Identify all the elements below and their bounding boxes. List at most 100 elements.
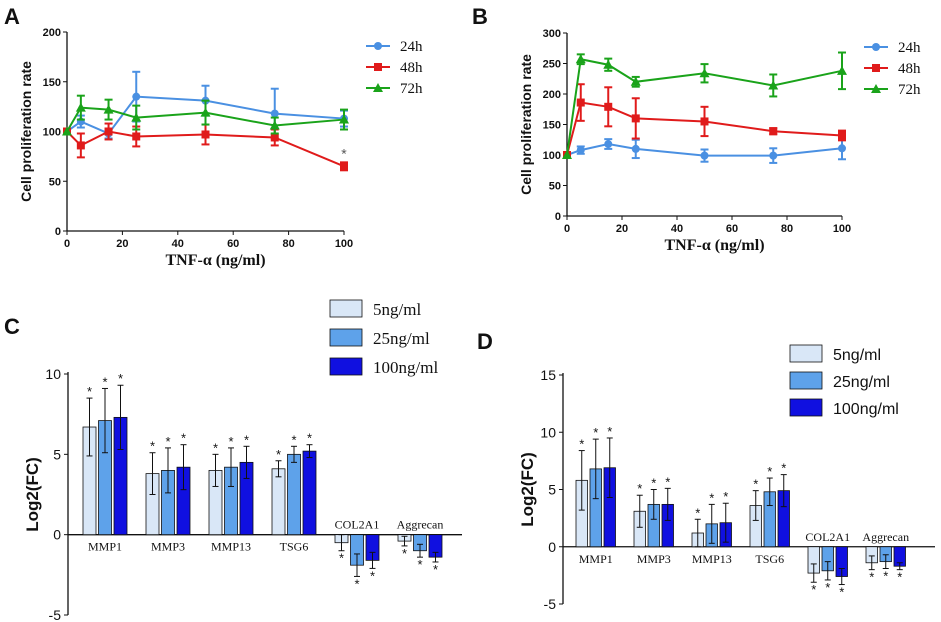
panel-letter-a: A <box>4 4 20 29</box>
x-tick-label: 80 <box>282 238 294 250</box>
y-tick-label: 100 <box>43 127 61 139</box>
legend-label: 24h <box>898 40 921 56</box>
y-tick-label: 250 <box>543 59 561 71</box>
legend-swatch <box>329 299 363 318</box>
y-tick-label: 0 <box>53 527 61 543</box>
y-tick-label: 150 <box>543 120 561 132</box>
significance-star: * <box>637 481 642 496</box>
legend-item-24h: 24h <box>366 39 423 55</box>
bar-5ng-ml <box>271 468 286 536</box>
y-tick-label: 0 <box>548 539 556 555</box>
y-tick-label: 0 <box>555 211 561 223</box>
y-axis-title: Log2(FC) <box>23 457 42 532</box>
y-tick-label: 50 <box>49 176 61 188</box>
legend-marker <box>374 63 382 71</box>
legend-item-100ng-ml: 100ng/ml <box>789 398 899 418</box>
significance-star: * <box>811 582 816 597</box>
bar-100ng-ml <box>302 450 317 536</box>
x-axis-title: TNF-α (ng/ml) <box>664 237 764 254</box>
category-label: MMP13 <box>692 552 732 566</box>
significance-star: * <box>433 562 438 577</box>
data-point <box>769 151 778 160</box>
y-tick-label: 5 <box>53 446 61 462</box>
y-tick-label: 300 <box>543 28 561 40</box>
legend-swatch <box>789 398 823 417</box>
y-tick-label: 5 <box>548 482 556 498</box>
data-point <box>576 98 585 107</box>
x-tick-label: 20 <box>116 238 128 250</box>
legend-marker <box>374 42 382 50</box>
significance-star: * <box>213 440 218 455</box>
legend-item-25ng-ml: 25ng/ml <box>329 328 430 348</box>
y-tick-label: 200 <box>43 27 61 39</box>
legend-marker <box>872 43 880 51</box>
y-axis-title: Cell proliferation rate <box>18 61 34 202</box>
legend-label: 24h <box>400 39 423 55</box>
significance-star: * <box>651 476 656 491</box>
legend-label: 72h <box>400 81 423 97</box>
significance-star: * <box>665 474 670 489</box>
y-tick-label: 10 <box>45 366 61 382</box>
significance-star: * <box>276 447 281 462</box>
data-point <box>700 117 709 126</box>
data-point <box>604 140 613 149</box>
significance-star: * <box>87 384 92 399</box>
y-tick-label: 200 <box>543 89 561 101</box>
category-label: TSG6 <box>280 540 309 554</box>
data-point <box>631 114 640 123</box>
series-72h <box>62 94 349 136</box>
group-tsg6: * * * TSG6 <box>271 431 317 554</box>
category-label: MMP1 <box>579 552 613 566</box>
data-point <box>603 59 614 69</box>
group-mmp1: * * * MMP1 <box>575 424 616 566</box>
x-tick-label: 40 <box>172 238 184 250</box>
group-mmp3: * * * MMP3 <box>145 431 191 554</box>
y-tick-label: 10 <box>540 424 556 440</box>
legend-item-24h: 24h <box>864 40 921 56</box>
data-point <box>630 76 641 86</box>
data-point <box>700 151 709 160</box>
x-tick-label: 40 <box>671 223 683 235</box>
x-tick-label: 100 <box>833 223 851 235</box>
panel-letter-b: B <box>472 4 488 29</box>
legend-swatch <box>329 357 363 376</box>
significance-star: * <box>593 425 598 440</box>
significance-star: * <box>607 424 612 439</box>
x-tick-label: 20 <box>616 223 628 235</box>
data-point <box>699 68 710 78</box>
legend-item-5ng-ml: 5ng/ml <box>329 299 421 319</box>
significance-star: * <box>181 431 186 446</box>
data-point <box>270 133 279 142</box>
significance-star: * <box>579 437 584 452</box>
legend-swatch <box>789 371 823 390</box>
y-tick-label: -5 <box>49 607 62 622</box>
legend-marker <box>871 84 881 93</box>
significance-star: * <box>897 570 902 585</box>
legend-swatch <box>789 344 823 363</box>
group-tsg6: * * * TSG6 <box>749 461 790 566</box>
significance-star: * <box>370 568 375 583</box>
significance-star: * <box>150 439 155 454</box>
y-axis-title: Cell proliferation rate <box>518 54 534 195</box>
data-point <box>131 112 142 122</box>
x-tick-label: 60 <box>227 238 239 250</box>
series-48h <box>563 83 846 159</box>
legend-item-48h: 48h <box>864 61 921 77</box>
category-label: COL2A1 <box>335 518 380 532</box>
y-tick-label: 100 <box>543 150 561 162</box>
group-mmp1: * * * MMP1 <box>82 371 128 554</box>
data-point <box>270 109 279 118</box>
significance-star: * <box>244 432 249 447</box>
legend-label: 100ng/ml <box>833 401 899 418</box>
legend-label: 48h <box>400 60 423 76</box>
significance-star: * <box>339 551 344 566</box>
category-label: MMP1 <box>88 540 122 554</box>
significance-star: * <box>165 434 170 449</box>
legend-item-72h: 72h <box>366 81 423 97</box>
data-point <box>103 104 114 114</box>
significance-star: * <box>695 505 700 520</box>
significance-star: * <box>291 432 296 447</box>
data-point <box>838 131 846 140</box>
bar-25ng-ml <box>287 453 301 536</box>
